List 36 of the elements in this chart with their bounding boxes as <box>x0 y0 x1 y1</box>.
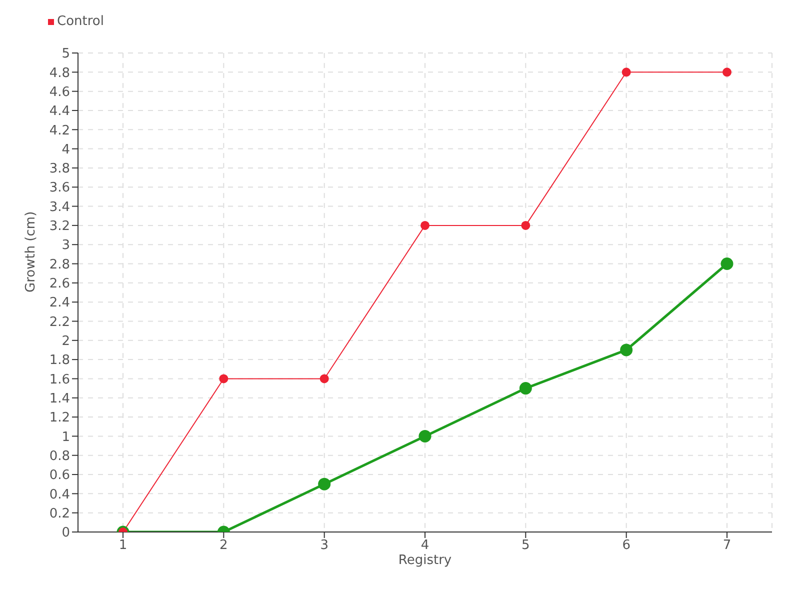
y-tick-label: 2.2 <box>49 314 70 330</box>
legend-label: Control <box>56 14 104 29</box>
y-tick-label: 2.4 <box>49 296 70 311</box>
y-tick-label: 3.4 <box>49 200 70 215</box>
y-tick-label: 1.4 <box>49 391 70 406</box>
y-tick-label: 4.2 <box>49 123 70 138</box>
x-tick-label: 7 <box>722 538 732 554</box>
y-tick-label: 4.8 <box>49 66 70 81</box>
y-tick-label: 2.8 <box>49 257 70 272</box>
y-tick-label: 5 <box>62 46 70 62</box>
y-tick-label: 0 <box>62 526 70 541</box>
y-tick-label: 3.8 <box>49 162 70 177</box>
y-tick-label: 2.6 <box>49 276 70 292</box>
x-tick-label: 3 <box>320 538 328 554</box>
y-tick-label: 2 <box>62 334 70 350</box>
x-tick-label: 1 <box>118 538 128 554</box>
y-tick-label: 4.6 <box>49 84 70 100</box>
x-tick-label: 5 <box>522 538 530 554</box>
y-tick-label: 3.2 <box>49 219 70 234</box>
x-tick-label: 2 <box>220 538 228 554</box>
y-tick-label: 0.2 <box>49 506 70 522</box>
x-axis-title: Registry <box>398 553 452 568</box>
y-tick-label: 0.6 <box>49 468 70 484</box>
y-tick-label: 0.4 <box>49 487 70 502</box>
y-tick-label: 1.8 <box>49 353 70 368</box>
y-tick-label: 4.4 <box>49 104 70 120</box>
y-axis-title: Growth (cm) <box>24 211 39 292</box>
x-tick-label: 6 <box>622 538 630 554</box>
y-tick-label: 4 <box>62 142 70 158</box>
y-tick-label: 1.6 <box>49 372 70 388</box>
y-tick-label: 1 <box>62 430 70 445</box>
y-tick-label: 0.8 <box>49 448 70 464</box>
x-tick-label: 4 <box>420 538 430 554</box>
y-tick-label: 3.6 <box>49 180 70 196</box>
y-tick-label: 3 <box>62 238 70 254</box>
y-tick-label: 1.2 <box>49 410 70 426</box>
